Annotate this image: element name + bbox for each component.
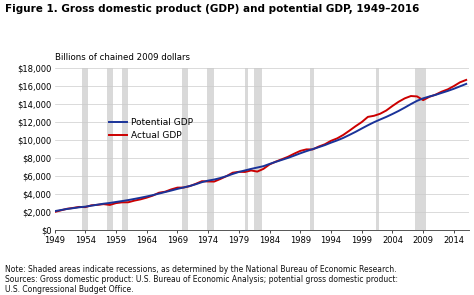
Bar: [416, 68, 426, 230]
Actual GDP: [285, 155, 291, 158]
Potential GDP: [464, 82, 469, 86]
Bar: [310, 68, 314, 230]
Legend: Potential GDP, Actual GDP: Potential GDP, Actual GDP: [109, 118, 193, 140]
Line: Potential GDP: Potential GDP: [55, 84, 466, 211]
Bar: [122, 68, 128, 230]
Bar: [182, 68, 188, 230]
Potential GDP: [52, 209, 57, 213]
Text: Figure 1. Gross domestic product (GDP) and potential GDP, 1949–2016: Figure 1. Gross domestic product (GDP) a…: [5, 4, 419, 14]
Actual GDP: [150, 194, 155, 197]
Actual GDP: [451, 84, 457, 88]
Actual GDP: [292, 152, 297, 155]
Actual GDP: [464, 78, 469, 82]
Text: Billions of chained 2009 dollars: Billions of chained 2009 dollars: [55, 53, 190, 62]
Bar: [245, 68, 248, 230]
Bar: [82, 68, 88, 230]
Line: Actual GDP: Actual GDP: [55, 80, 466, 212]
Actual GDP: [420, 98, 426, 102]
Potential GDP: [144, 195, 149, 198]
Bar: [375, 68, 379, 230]
Potential GDP: [292, 154, 297, 158]
Bar: [107, 68, 113, 230]
Potential GDP: [150, 193, 155, 197]
Actual GDP: [52, 210, 57, 214]
Bar: [254, 68, 262, 230]
Potential GDP: [451, 87, 457, 91]
Potential GDP: [420, 96, 426, 100]
Potential GDP: [285, 156, 291, 160]
Bar: [207, 68, 214, 230]
Actual GDP: [144, 196, 149, 199]
Text: Note: Shaded areas indicate recessions, as determined by the National Bureau of : Note: Shaded areas indicate recessions, …: [5, 265, 398, 294]
